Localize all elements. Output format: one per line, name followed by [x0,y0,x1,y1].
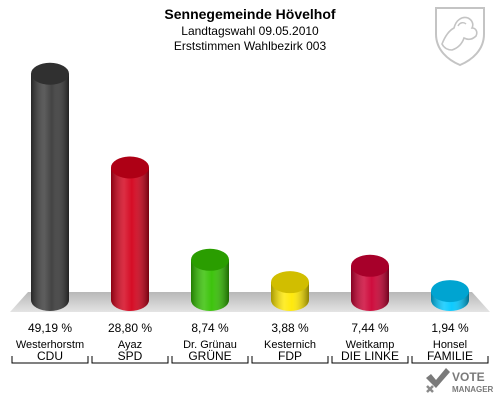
value-label: 49,19 % [28,321,72,335]
chart-subtitle-2: Erststimmen Wahlbezirk 003 [174,39,327,53]
bar-3 [191,248,229,311]
bar-shading [351,265,389,311]
value-label: 3,88 % [271,321,309,335]
party-label: GRÜNE [188,349,231,363]
bar-top [191,248,229,271]
bar-top [431,280,469,303]
chart-subtitle: Landtagswahl 09.05.2010 [181,24,319,38]
candidate-label: Dr. Grünau [183,339,237,351]
bar-1 [31,62,69,311]
party-label: CDU [37,349,63,363]
party-label: FDP [278,349,302,363]
bar-top [31,62,69,85]
logo-subtext: MANAGER [452,385,494,394]
coat-of-arms-icon [435,7,485,67]
bar-shading [111,167,149,311]
candidate-label: Weitkamp [346,339,395,351]
bar-2 [111,156,149,311]
candidate-label: Westerhorstm [16,339,84,351]
party-label: FAMILIE [427,349,473,363]
party-underline [411,356,489,364]
value-label: 7,44 % [351,321,389,335]
bar-4 [271,271,309,311]
candidate-label: Honsel [433,339,467,351]
bar-top [351,254,389,277]
candidate-label: Kesternich [264,339,316,351]
value-label: 1,94 % [431,321,469,335]
party-underline [331,356,409,364]
value-label: 8,74 % [191,321,229,335]
vote-manager-logo: VOTE MANAGER [426,368,494,394]
party-underline [91,356,169,364]
bar-6 [431,280,469,311]
value-label: 28,80 % [108,321,152,335]
chart-title: Sennegemeinde Hövelhof [164,6,335,22]
bar-top [111,156,149,179]
chart-floor [10,292,490,312]
bar-top [271,271,309,294]
party-label: DIE LINKE [341,349,399,363]
candidate-label: Ayaz [118,339,142,351]
party-label: SPD [118,349,143,363]
bar-shading [191,259,229,311]
logo-text: VOTE [452,370,485,384]
bar-shading [31,73,69,311]
party-underline [251,356,329,364]
bar-5 [351,254,389,311]
bar-group [31,62,469,311]
party-underline [171,356,249,364]
party-underline [11,356,89,364]
